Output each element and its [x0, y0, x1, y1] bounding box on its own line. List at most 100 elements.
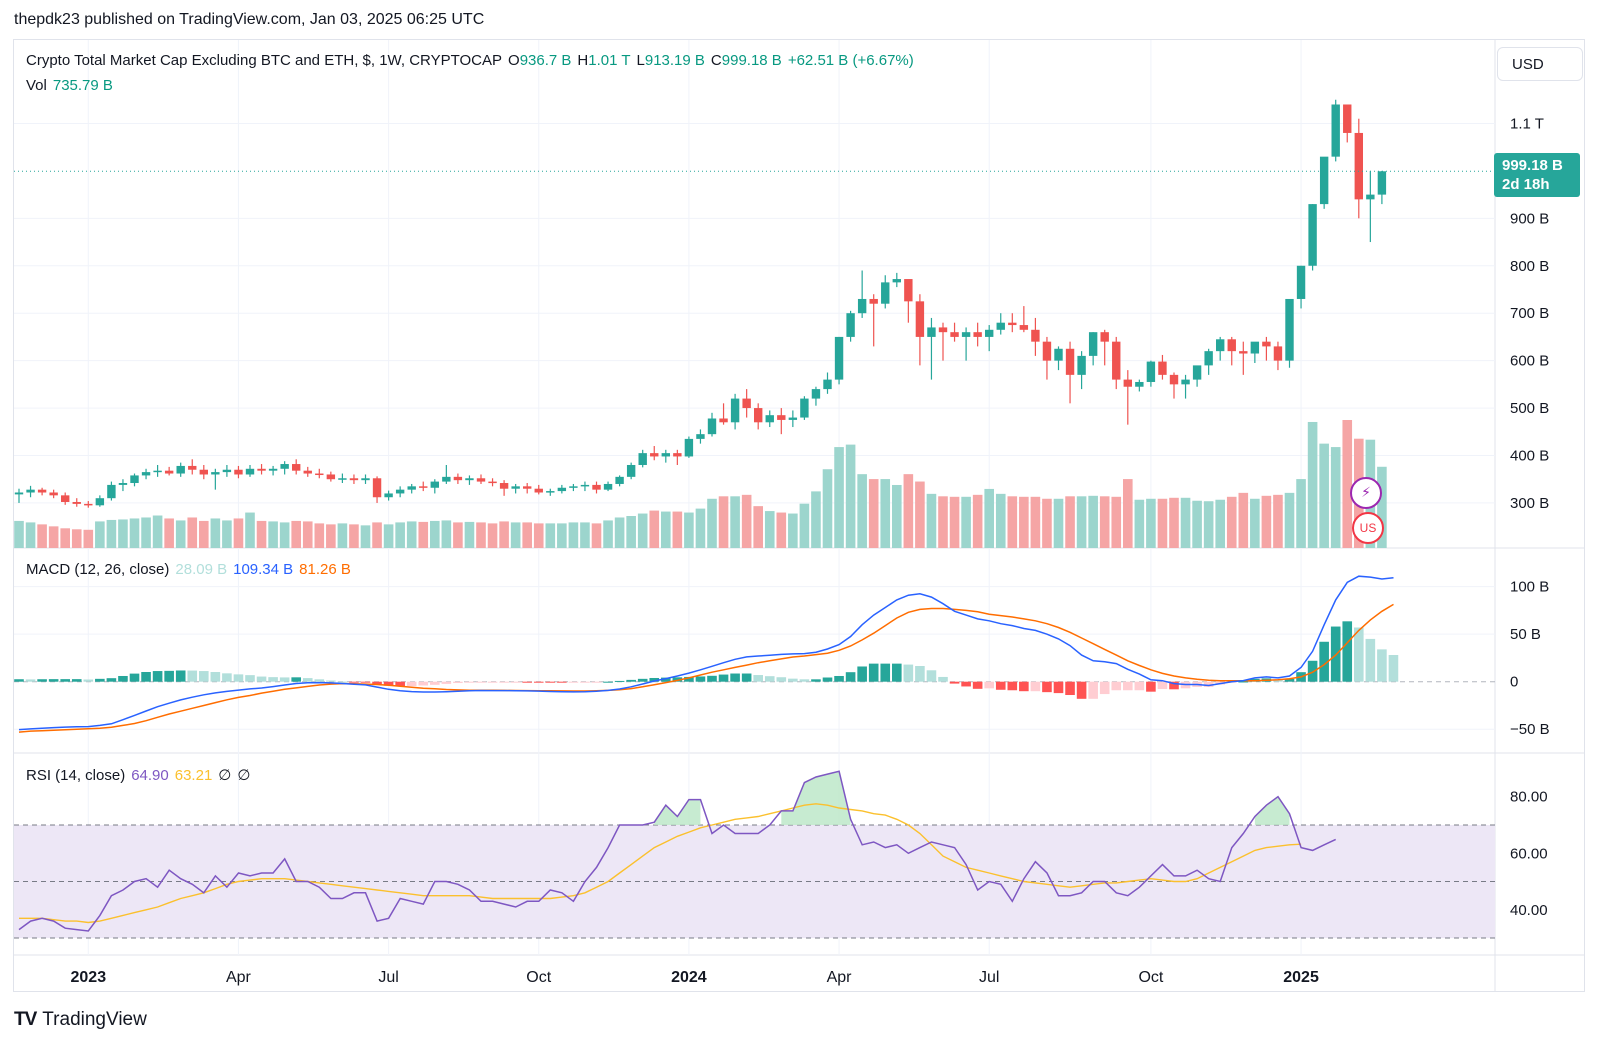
macd-histogram-bar: [372, 681, 382, 685]
candle-body: [1319, 156, 1329, 205]
volume-bar: [822, 469, 833, 548]
volume-bar: [1123, 479, 1133, 548]
volume-bar: [1180, 497, 1191, 548]
candle-body: [407, 486, 416, 490]
macd-histogram-bar: [1284, 678, 1295, 682]
volume-bar: [961, 496, 971, 548]
candle-body: [557, 487, 567, 492]
candle-body: [61, 495, 70, 502]
volume-bar: [1007, 496, 1018, 548]
macd-histogram-bar: [95, 678, 105, 682]
volume-bar: [118, 519, 128, 548]
volume-bar: [1261, 495, 1272, 548]
macd-histogram-bar: [1030, 681, 1041, 692]
macd-histogram-bar: [1365, 638, 1376, 682]
tradingview-logo-icon: TV: [14, 1009, 37, 1030]
candle-body: [188, 465, 197, 470]
volume-bar: [487, 523, 498, 548]
volume-bar: [591, 523, 602, 548]
macd-histogram-bar: [164, 670, 174, 682]
ohlc-open-label: O: [508, 52, 520, 69]
macd-label: MACD (12, 26, close): [26, 561, 170, 578]
macd-histogram-bar: [580, 681, 590, 683]
volume-bar: [1042, 498, 1052, 548]
volume-bar: [476, 522, 486, 548]
candle-body: [315, 473, 324, 476]
candle-body: [823, 379, 832, 390]
currency-button[interactable]: USD: [1497, 47, 1583, 81]
macd-histogram-bar: [684, 676, 694, 682]
volume-bar: [995, 493, 1006, 548]
macd-histogram-bar: [845, 672, 856, 682]
macd-histogram-bar: [476, 681, 486, 683]
candle-body: [765, 415, 774, 423]
symbol-legend[interactable]: Crypto Total Market Cap Excluding BTC an…: [26, 52, 920, 69]
macd-histogram-bar: [256, 676, 267, 682]
volume-bar: [799, 503, 810, 548]
lightning-icon[interactable]: ⚡: [1350, 477, 1382, 509]
candle-body: [292, 464, 301, 471]
volume-bar: [811, 491, 821, 548]
macd-signal-value: 81.26 B: [299, 561, 351, 578]
candle-body: [164, 470, 174, 474]
macd-histogram-bar: [453, 681, 463, 684]
volume-bar: [406, 521, 417, 548]
candle-body: [37, 489, 47, 493]
rsi-legend[interactable]: RSI (14, close) 64.90 63.21 ∅ ∅: [26, 766, 256, 784]
candle-body: [1169, 374, 1179, 385]
macd-histogram-bar: [603, 681, 613, 683]
rsi-ma-value: 63.21: [174, 767, 213, 784]
macd-histogram-bar: [695, 676, 706, 682]
candle-body: [626, 464, 636, 477]
candle-body: [49, 492, 58, 496]
volume-bar: [152, 515, 163, 548]
volume-legend[interactable]: Vol 735.79 B: [26, 77, 119, 94]
candle-body: [1077, 355, 1086, 375]
candle-body: [395, 489, 405, 494]
volume-bar: [268, 521, 278, 548]
volume-bar: [1203, 501, 1214, 548]
candle-body: [118, 483, 128, 485]
macd-histogram-bar: [233, 674, 244, 682]
ohlc-high-label: H: [577, 52, 589, 69]
macd-histogram-bar: [71, 679, 82, 682]
price-axis-label: 400 B: [1510, 448, 1549, 465]
candle-body: [661, 453, 670, 457]
macd-histogram-bar: [1377, 649, 1387, 682]
us-flag-icon[interactable]: US: [1352, 512, 1384, 544]
macd-histogram-bar: [291, 677, 301, 682]
macd-histogram-bar: [1134, 681, 1145, 691]
macd-histogram-bar: [383, 681, 394, 686]
volume-bar: [857, 474, 867, 548]
candle-body: [372, 478, 382, 498]
time-axis-label: Jul: [979, 969, 999, 986]
volume-bar: [464, 521, 475, 548]
volume-bar: [926, 493, 937, 548]
candle-body: [442, 476, 451, 482]
volume-bar: [1088, 495, 1098, 548]
volume-bar: [718, 496, 729, 548]
macd-histogram-bar: [302, 678, 313, 682]
candle-body: [222, 469, 232, 473]
candle-body: [211, 472, 220, 475]
macd-histogram-bar: [788, 678, 798, 682]
volume-bar: [1111, 496, 1122, 548]
macd-histogram-bar: [557, 681, 567, 683]
price-axis-label: 600 B: [1510, 353, 1549, 370]
volume-bar: [95, 521, 105, 548]
tradingview-brand[interactable]: TV TradingView: [14, 1009, 147, 1031]
macd-histogram-bar: [533, 681, 544, 683]
macd-histogram-bar: [626, 679, 636, 682]
macd-histogram-bar: [406, 681, 417, 687]
macd-histogram-bar: [637, 678, 648, 682]
rsi-axis-label: 80.00: [1510, 789, 1548, 806]
macd-legend[interactable]: MACD (12, 26, close) 28.09 B 109.34 B 81.26…: [26, 561, 357, 578]
volume-bar: [684, 512, 694, 548]
symbol-title[interactable]: Crypto Total Market Cap Excluding BTC an…: [26, 52, 503, 69]
volume-bar: [730, 496, 740, 548]
candle-body: [754, 408, 763, 423]
volume-bar: [845, 444, 856, 548]
candle-body: [777, 415, 786, 420]
candle-body: [1112, 341, 1121, 380]
